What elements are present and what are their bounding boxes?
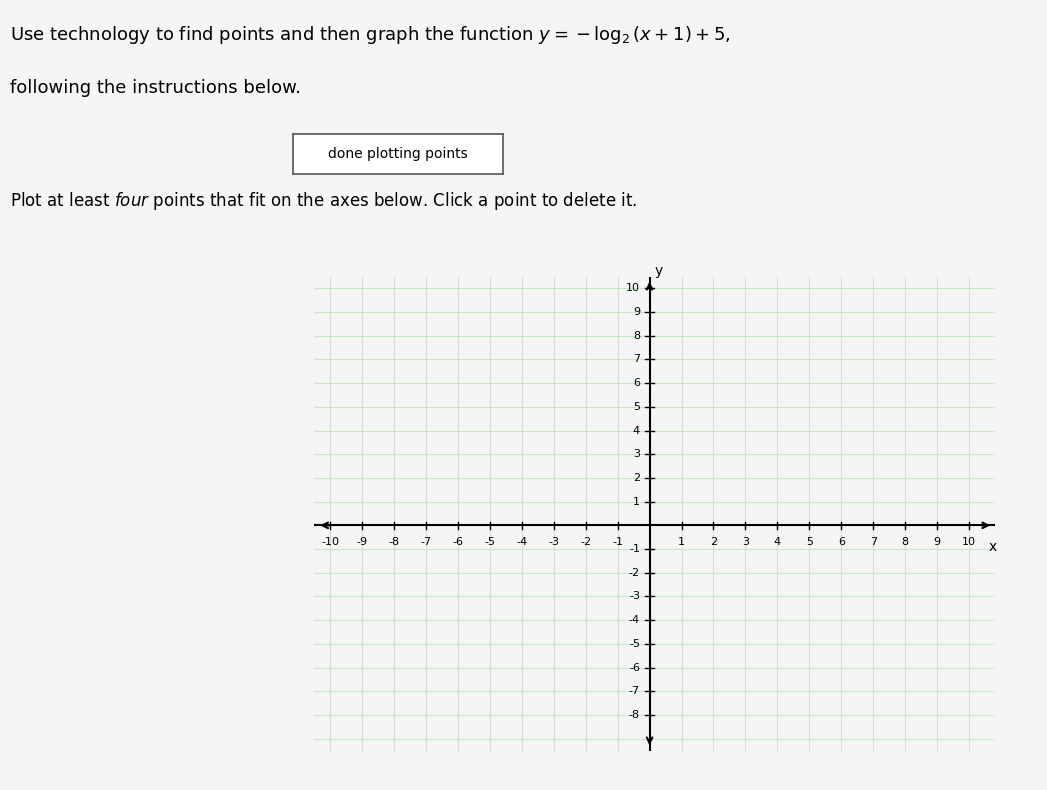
- Text: -4: -4: [629, 615, 640, 625]
- Text: -2: -2: [629, 568, 640, 577]
- Text: -2: -2: [580, 537, 592, 547]
- Text: following the instructions below.: following the instructions below.: [10, 79, 302, 97]
- Text: -3: -3: [549, 537, 559, 547]
- Text: 1: 1: [678, 537, 685, 547]
- Text: 3: 3: [742, 537, 749, 547]
- Text: 4: 4: [632, 426, 640, 435]
- Text: 1: 1: [633, 497, 640, 506]
- Text: -1: -1: [612, 537, 623, 547]
- Text: -3: -3: [629, 592, 640, 601]
- Text: 9: 9: [934, 537, 940, 547]
- Text: Plot at least $\it{four}$ points that fit on the axes below. Click a point to de: Plot at least $\it{four}$ points that fi…: [10, 190, 638, 212]
- Text: 2: 2: [632, 473, 640, 483]
- Text: 8: 8: [632, 331, 640, 340]
- Text: -6: -6: [452, 537, 464, 547]
- Text: 2: 2: [710, 537, 717, 547]
- Text: -9: -9: [356, 537, 367, 547]
- Text: 6: 6: [633, 378, 640, 388]
- Text: -8: -8: [629, 710, 640, 720]
- Text: 4: 4: [774, 537, 781, 547]
- Text: 5: 5: [633, 402, 640, 412]
- Text: 6: 6: [838, 537, 845, 547]
- Text: 8: 8: [901, 537, 909, 547]
- Text: 10: 10: [626, 284, 640, 293]
- Text: y: y: [655, 264, 664, 277]
- Text: -7: -7: [629, 687, 640, 696]
- Text: 7: 7: [632, 355, 640, 364]
- Text: -6: -6: [629, 663, 640, 672]
- Text: -8: -8: [388, 537, 400, 547]
- Text: 5: 5: [806, 537, 812, 547]
- Text: -5: -5: [629, 639, 640, 649]
- Text: 3: 3: [633, 450, 640, 459]
- Text: 9: 9: [632, 307, 640, 317]
- Text: 10: 10: [962, 537, 976, 547]
- Text: done plotting points: done plotting points: [328, 147, 468, 161]
- Text: -5: -5: [485, 537, 495, 547]
- Text: Use technology to find points and then graph the function $y = -\log_2(x+1)+5$,: Use technology to find points and then g…: [10, 24, 731, 46]
- Text: -1: -1: [629, 544, 640, 554]
- Text: x: x: [989, 540, 997, 554]
- Text: 7: 7: [870, 537, 876, 547]
- Text: -7: -7: [420, 537, 431, 547]
- Text: -10: -10: [321, 537, 339, 547]
- Text: -4: -4: [516, 537, 528, 547]
